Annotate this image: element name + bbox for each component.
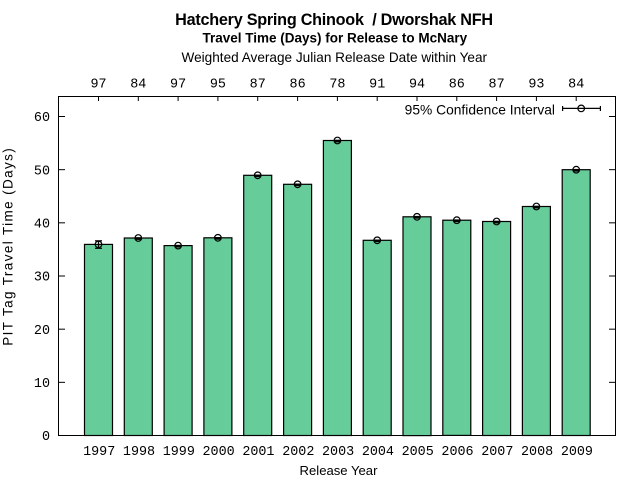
svg-text:95: 95 — [210, 78, 226, 93]
svg-text:2006: 2006 — [441, 445, 473, 460]
svg-text:Hatchery Spring Chinook / Dwo: Hatchery Spring Chinook / Dworshak NFH — [175, 11, 493, 29]
svg-text:1998: 1998 — [123, 445, 155, 460]
svg-text:95% Confidence Interval: 95% Confidence Interval — [405, 103, 555, 118]
svg-text:50: 50 — [34, 164, 50, 179]
svg-text:PIT Tag Travel Time (Days): PIT Tag Travel Time (Days) — [1, 147, 16, 346]
svg-text:Weighted Average Julian Releas: Weighted Average Julian Release Date wit… — [182, 50, 488, 65]
svg-text:Release Year: Release Year — [300, 463, 379, 478]
svg-text:2002: 2002 — [282, 445, 314, 460]
svg-text:2008: 2008 — [521, 445, 553, 460]
svg-text:87: 87 — [250, 78, 266, 93]
svg-text:2007: 2007 — [481, 445, 513, 460]
svg-text:0: 0 — [42, 430, 50, 445]
svg-text:2004: 2004 — [362, 445, 394, 460]
svg-text:1997: 1997 — [83, 445, 115, 460]
svg-text:2003: 2003 — [322, 445, 354, 460]
svg-text:2000: 2000 — [203, 445, 235, 460]
svg-text:Travel Time (Days) for Release: Travel Time (Days) for Release to McNary — [202, 30, 467, 45]
svg-text:30: 30 — [34, 271, 50, 286]
svg-text:10: 10 — [34, 377, 50, 392]
svg-text:78: 78 — [329, 78, 345, 93]
svg-text:86: 86 — [290, 78, 306, 93]
svg-text:97: 97 — [90, 78, 106, 93]
svg-text:60: 60 — [34, 111, 50, 126]
svg-text:84: 84 — [568, 78, 584, 93]
svg-text:1999: 1999 — [163, 445, 195, 460]
svg-text:87: 87 — [489, 78, 505, 93]
svg-text:2005: 2005 — [402, 445, 434, 460]
svg-text:2009: 2009 — [561, 445, 593, 460]
svg-text:93: 93 — [528, 78, 544, 93]
svg-text:86: 86 — [449, 78, 465, 93]
svg-text:84: 84 — [130, 78, 146, 93]
svg-text:20: 20 — [34, 324, 50, 339]
svg-text:2001: 2001 — [242, 445, 274, 460]
svg-text:91: 91 — [369, 78, 385, 93]
svg-text:40: 40 — [34, 217, 50, 232]
svg-text:97: 97 — [170, 78, 186, 93]
svg-text:94: 94 — [409, 78, 425, 93]
